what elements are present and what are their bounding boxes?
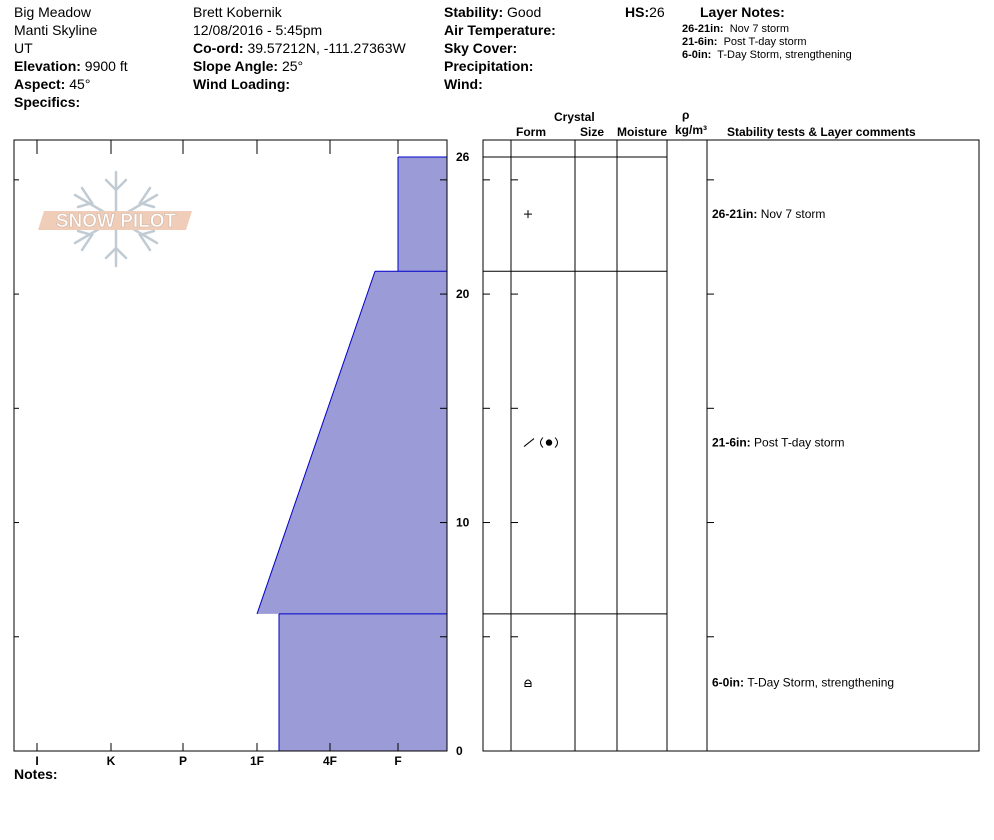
hardness-tick-label: 4F	[323, 754, 337, 768]
hardness-layer-edge	[256, 271, 376, 615]
hardness-bar	[257, 271, 447, 614]
aspect-row: Aspect: 45°	[14, 76, 91, 92]
aspect-value: 45°	[69, 76, 91, 92]
observer-info: Brett Kobernik 12/08/2016 - 5:45pm Co-or…	[193, 3, 406, 93]
faceted-round-icon	[524, 679, 532, 687]
depth-tick-label: 20	[456, 287, 470, 301]
specifics-label: Specifics:	[14, 94, 81, 110]
form-header: Form	[516, 125, 546, 139]
layer-table-frame	[482, 139, 980, 752]
layer-comment-text: Nov 7 storm	[761, 207, 826, 221]
layer-note-item: 26-21in: Nov 7 storm	[682, 23, 789, 35]
hs-value: 26	[649, 4, 665, 20]
hardness-tick-label: F	[394, 754, 401, 768]
stability-value: Good	[507, 4, 542, 20]
moisture-header: Moisture	[617, 125, 668, 139]
layer-rows: 26-21in: Nov 7 storm 21-6in: Post T-day s…	[483, 156, 894, 689]
hardness-profile	[256, 156, 447, 751]
sky-cover-label: Sky Cover:	[444, 40, 518, 56]
layer-comment-range: 26-21in:	[712, 207, 761, 221]
axis-ticks: I K P 1F 4F F 0 10 20 26	[14, 140, 714, 768]
air-temp-label: Air Temperature:	[444, 22, 556, 38]
hardness-bar	[398, 157, 447, 272]
hardness-tick-label: I	[35, 754, 38, 768]
crystal-header: Crystal	[554, 110, 595, 124]
stability-comments-header: Stability tests & Layer comments	[727, 125, 916, 139]
hardness-chart-frame	[13, 139, 448, 752]
size-header: Size	[580, 125, 605, 139]
layer-comment: 21-6in: Post T-day storm	[712, 436, 845, 450]
datetime: 12/08/2016 - 5:45pm	[193, 22, 323, 38]
location-name: Big Meadow	[14, 4, 92, 20]
rho-header: ρ	[682, 108, 690, 122]
elevation-value: 9900 ft	[84, 58, 128, 74]
depth-tick-label: 10	[456, 516, 470, 530]
site-info: Big Meadow Manti Skyline UT Elevation: 9…	[14, 3, 128, 111]
coord-value: 39.57212N, -111.27363W	[247, 40, 406, 56]
dot-glyph	[545, 439, 553, 446]
stability-row: Stability: Good	[444, 4, 542, 20]
density-header: kg/m³	[675, 123, 708, 137]
notes-label: Notes:	[14, 766, 58, 782]
hardness-tick-label: P	[179, 754, 187, 768]
precip-label: Precipitation:	[444, 58, 534, 74]
layer-comment: 6-0in: T-Day Storm, strengthening	[712, 675, 894, 689]
hardness-tick-label: K	[107, 754, 116, 768]
layer-comment-range: 6-0in:	[712, 675, 747, 689]
faceted-round-glyph	[524, 679, 532, 687]
depth-tick-label: 0	[456, 744, 463, 758]
layer-notes-title: Layer Notes:	[700, 4, 785, 20]
layer-note-item: 6-0in: T-Day Storm, strengthening	[682, 49, 852, 61]
wind-label: Wind:	[444, 76, 483, 92]
layer-comment-text: Post T-day storm	[754, 436, 844, 450]
hs-row: HS:26	[625, 4, 665, 20]
plus-icon	[524, 210, 532, 219]
observer-name: Brett Kobernik	[193, 4, 282, 20]
snowpilot-logo: SNOW PILOT	[38, 170, 192, 268]
range-name: Manti Skyline	[14, 22, 98, 38]
layer-notes-list: 26-21in: Nov 7 storm 21-6in: Post T-day …	[682, 23, 852, 62]
hardness-bar	[279, 613, 447, 751]
layer-comment: 26-21in: Nov 7 storm	[712, 207, 825, 221]
layer-comment-range: 21-6in:	[712, 436, 754, 450]
state-name: UT	[14, 40, 33, 56]
layer-comment-text: T-Day Storm, strengthening	[747, 675, 894, 689]
hardness-tick-label: 1F	[250, 754, 264, 768]
wind-loading-label: Wind Loading:	[193, 76, 291, 92]
slash-glyph	[523, 438, 535, 447]
slope-value: 25°	[281, 58, 304, 74]
layer-note-item: 21-6in: Post T-day storm	[682, 36, 807, 48]
conditions-info: Stability: Good Air Temperature: Sky Cov…	[444, 3, 556, 93]
logo-text: SNOW PILOT	[56, 211, 177, 232]
slope-row: Slope Angle: 25°	[193, 58, 304, 74]
depth-tick-label: 26	[456, 150, 470, 164]
logo-banner	[38, 211, 192, 230]
slash-paren-dot-icon	[523, 437, 558, 448]
paren-glyph	[554, 437, 558, 448]
chart-frames	[13, 139, 980, 752]
elevation-row: Elevation: 9900 ft	[14, 58, 128, 74]
coord-row: Co-ord: 39.57212N, -111.27363W	[193, 40, 406, 56]
paren-glyph	[540, 437, 544, 448]
